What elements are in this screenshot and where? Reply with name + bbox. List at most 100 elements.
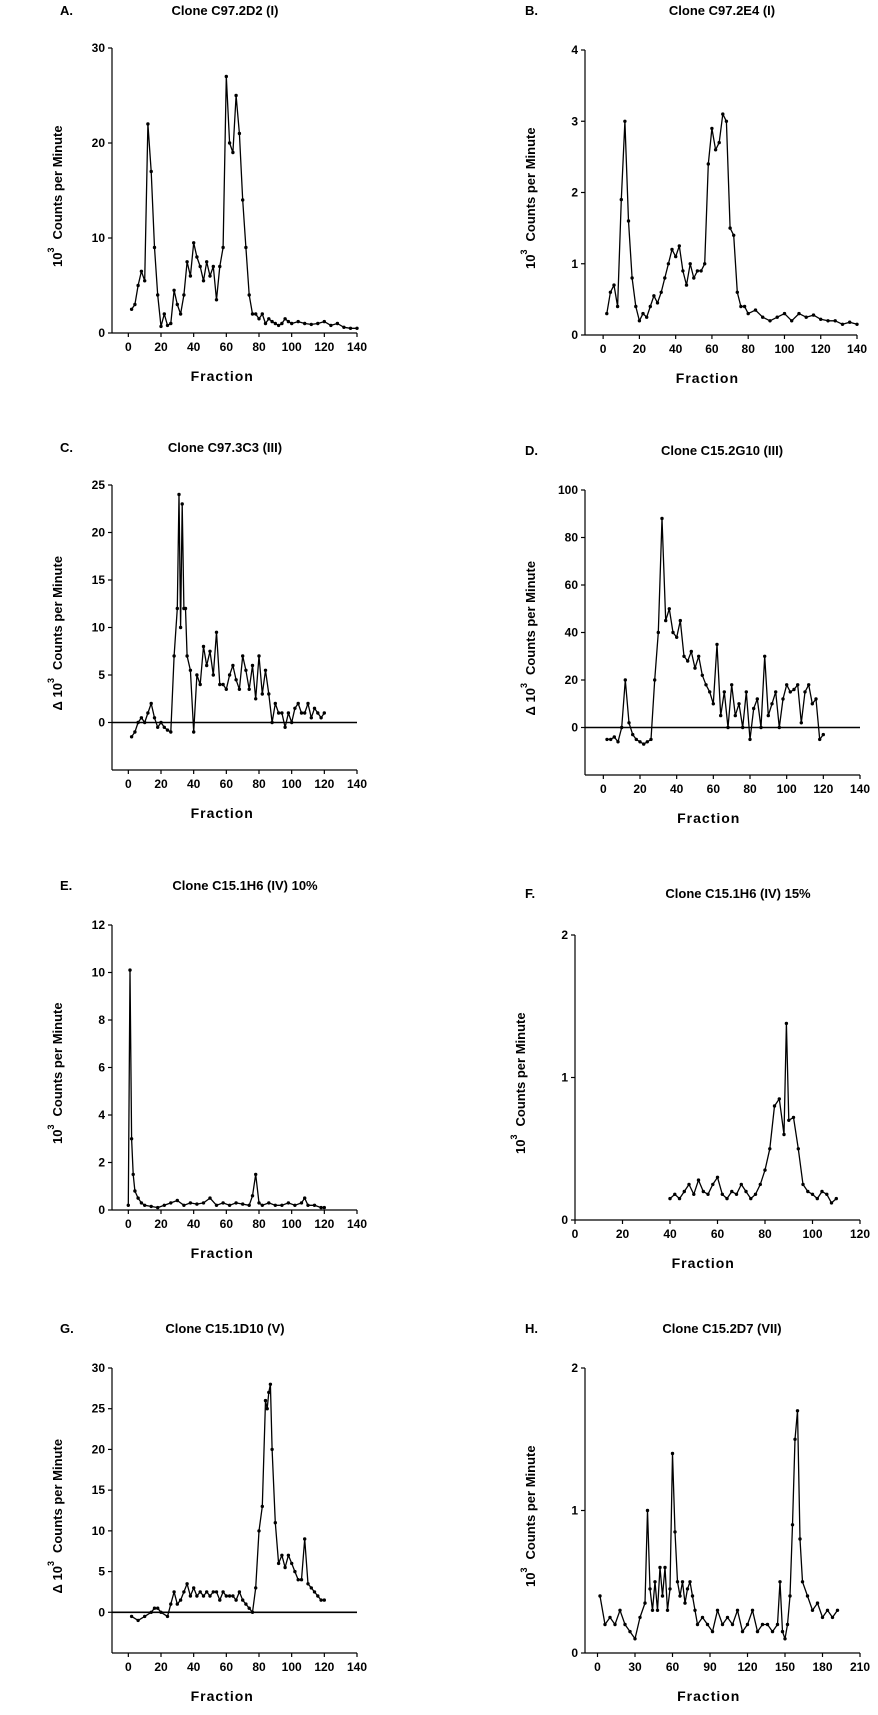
x-axis-label: Fraction bbox=[191, 1245, 254, 1261]
data-point bbox=[725, 1615, 730, 1620]
data-point bbox=[761, 315, 765, 319]
data-point bbox=[699, 269, 703, 273]
data-point bbox=[221, 682, 225, 687]
data-point bbox=[283, 1565, 287, 1570]
chart-title: Clone C97.2E4 (I) bbox=[669, 3, 775, 18]
x-tick-label: 30 bbox=[628, 1660, 642, 1674]
data-point bbox=[637, 319, 642, 323]
data-point bbox=[796, 683, 800, 687]
data-point bbox=[270, 720, 274, 725]
y-axis-prefix: Δ 10 bbox=[523, 688, 538, 715]
data-point bbox=[201, 279, 206, 283]
data-point bbox=[306, 1582, 310, 1586]
data-point bbox=[198, 682, 202, 687]
y-tick-label: 20 bbox=[92, 136, 106, 150]
data-point bbox=[257, 317, 261, 321]
data-point bbox=[290, 321, 294, 326]
data-point bbox=[680, 1580, 685, 1584]
y-tick-label: 5 bbox=[98, 668, 105, 682]
data-point bbox=[244, 245, 248, 250]
data-point bbox=[211, 673, 215, 677]
x-tick-label: 80 bbox=[758, 1227, 772, 1241]
data-point bbox=[241, 198, 245, 202]
data-point bbox=[674, 254, 678, 259]
data-point bbox=[286, 711, 291, 715]
y-axis-exponent: 3 bbox=[519, 250, 529, 255]
data-point bbox=[136, 1196, 140, 1200]
x-axis-label: Fraction bbox=[677, 1688, 740, 1704]
data-point bbox=[681, 269, 685, 273]
x-tick-label: 180 bbox=[812, 1660, 832, 1674]
data-point bbox=[753, 1192, 758, 1197]
data-point bbox=[630, 276, 634, 280]
data-point bbox=[734, 1192, 739, 1197]
data-point bbox=[728, 226, 732, 230]
data-point bbox=[835, 1608, 840, 1613]
data-point bbox=[612, 283, 616, 287]
series-line bbox=[607, 517, 824, 745]
data-point bbox=[214, 1203, 219, 1208]
x-tick-label: 120 bbox=[737, 1660, 757, 1674]
x-tick-label: 100 bbox=[282, 777, 302, 791]
x-tick-label: 60 bbox=[705, 342, 719, 356]
data-point bbox=[283, 725, 287, 729]
data-point bbox=[693, 666, 697, 670]
y-axis-exponent: 3 bbox=[46, 248, 56, 253]
data-point bbox=[633, 1637, 637, 1641]
data-point bbox=[673, 1530, 677, 1534]
data-point bbox=[306, 1203, 310, 1208]
data-point bbox=[192, 1586, 196, 1590]
data-point bbox=[631, 732, 635, 737]
data-point bbox=[185, 1582, 189, 1586]
data-point bbox=[700, 1615, 705, 1620]
data-point bbox=[237, 131, 242, 136]
data-point bbox=[244, 1602, 248, 1606]
data-point bbox=[711, 1182, 715, 1187]
data-point bbox=[620, 725, 624, 730]
data-point bbox=[768, 319, 772, 323]
data-point bbox=[788, 690, 792, 694]
y-axis-exponent: 3 bbox=[46, 1125, 56, 1130]
data-point bbox=[208, 649, 212, 653]
data-point bbox=[807, 683, 811, 687]
data-point bbox=[247, 1606, 251, 1610]
data-point bbox=[790, 1523, 795, 1527]
y-axis-title: Counts per Minute bbox=[513, 1012, 528, 1126]
chart-title: Clone C15.1H6 (IV) 15% bbox=[665, 886, 811, 901]
data-point bbox=[273, 701, 277, 706]
data-point bbox=[659, 290, 663, 294]
data-point bbox=[829, 1201, 834, 1205]
data-point bbox=[149, 1610, 153, 1615]
data-point bbox=[671, 630, 675, 635]
data-point bbox=[208, 1196, 212, 1200]
data-point bbox=[649, 737, 653, 742]
data-point bbox=[791, 1115, 796, 1120]
data-point bbox=[244, 668, 248, 672]
data-point bbox=[628, 1629, 632, 1634]
data-point bbox=[172, 288, 176, 292]
chart-panel-4: D. Clone C15.2G10 (III) 0 20 40 60 80 100 0 20 40 6… bbox=[519, 443, 870, 826]
data-point bbox=[638, 1615, 642, 1620]
x-tick-label: 60 bbox=[220, 777, 234, 791]
data-point bbox=[178, 1598, 183, 1602]
data-point bbox=[618, 1608, 622, 1613]
data-point bbox=[182, 1203, 186, 1208]
data-point bbox=[329, 323, 333, 328]
x-tick-label: 140 bbox=[347, 1660, 367, 1674]
y-tick-label: 20 bbox=[92, 526, 106, 540]
data-point bbox=[805, 1594, 810, 1598]
data-point bbox=[724, 119, 729, 124]
data-point bbox=[683, 1601, 687, 1605]
data-point bbox=[615, 304, 620, 309]
data-point bbox=[254, 312, 258, 316]
data-point bbox=[296, 1578, 300, 1582]
data-point bbox=[273, 1521, 277, 1525]
data-point bbox=[250, 1610, 255, 1615]
data-point bbox=[306, 701, 310, 706]
data-point bbox=[139, 716, 144, 720]
data-point bbox=[247, 687, 251, 691]
data-point bbox=[713, 148, 718, 152]
x-tick-label: 0 bbox=[572, 1227, 579, 1241]
data-point bbox=[715, 642, 719, 647]
data-point bbox=[270, 319, 274, 324]
